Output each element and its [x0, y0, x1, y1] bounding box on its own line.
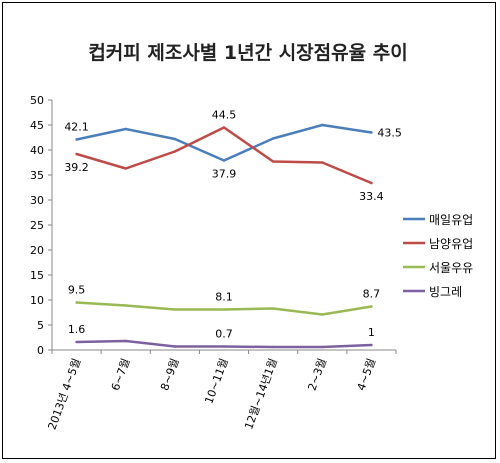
- legend-label: 남양유업: [429, 237, 473, 251]
- data-point: [370, 181, 373, 185]
- series-layer: [75, 123, 373, 349]
- data-point: [173, 150, 177, 153]
- x-tick-label: 2013년 4~5월: [46, 357, 84, 432]
- data-label: 42.1: [64, 121, 89, 134]
- data-point: [173, 137, 177, 141]
- data-label: 1: [368, 326, 375, 339]
- x-tick-label: 8~9월: [158, 357, 182, 393]
- data-point: [222, 345, 226, 348]
- data-point: [124, 304, 127, 307]
- x-tick-label: 2~3월: [305, 357, 329, 393]
- series-line-1: [75, 123, 373, 162]
- data-label: 0.7: [215, 328, 233, 341]
- data-label: 39.2: [64, 161, 89, 174]
- data-label: 43.5: [377, 127, 402, 140]
- data-point: [222, 126, 226, 129]
- data-label: 44.5: [212, 109, 237, 122]
- y-tick-label: 50: [30, 94, 44, 107]
- data-point: [271, 307, 275, 310]
- data-point: [321, 345, 324, 349]
- data-point: [124, 339, 127, 343]
- y-tick-label: 5: [37, 319, 44, 332]
- legend-label: 빙그레: [429, 285, 462, 299]
- legend-label: 매일유업: [429, 213, 473, 227]
- x-tick-label: 10~11월: [202, 357, 230, 406]
- data-label: 9.5: [68, 284, 86, 297]
- data-point: [222, 308, 226, 311]
- y-tick-label: 20: [30, 244, 44, 257]
- data-point: [321, 161, 324, 164]
- y-tick-label: 30: [30, 194, 44, 207]
- data-point: [173, 345, 177, 348]
- data-point: [321, 123, 324, 127]
- data-point: [370, 305, 373, 308]
- x-tick-label: 12월~14년1월: [242, 357, 280, 432]
- data-label: 8.7: [363, 288, 381, 301]
- data-point: [370, 343, 373, 347]
- data-point: [124, 127, 127, 131]
- y-tick-label: 45: [30, 119, 44, 132]
- chart-frame: [2, 2, 496, 459]
- data-point: [370, 131, 373, 134]
- data-point: [271, 137, 275, 140]
- data-label: 8.1: [215, 291, 233, 304]
- legend-label: 서울우유: [429, 261, 473, 275]
- data-point: [271, 345, 275, 349]
- data-point: [75, 340, 78, 344]
- y-tick-label: 15: [30, 269, 44, 282]
- data-label: 33.4: [359, 190, 384, 203]
- y-tick-label: 40: [30, 144, 44, 157]
- data-point: [124, 167, 127, 170]
- y-tick-label: 10: [30, 294, 44, 307]
- x-tick-label: 4~5월: [355, 357, 379, 393]
- data-point: [75, 152, 78, 156]
- data-point: [75, 301, 78, 304]
- chart-title: 컵커피 제조사별 1년간 시장점유율 추이: [88, 42, 407, 64]
- y-tick-label: 0: [37, 344, 44, 357]
- data-label: 37.9: [212, 168, 237, 181]
- y-tick-label: 25: [30, 219, 44, 232]
- x-tick-label: 6~7월: [109, 357, 133, 393]
- data-point: [75, 138, 78, 141]
- data-point: [271, 160, 275, 163]
- data-labels: 42.1 43.5 37.9 39.2 44.5 33.4 9.5 8.1 8.7 1.6 0.7 1: [64, 109, 402, 341]
- data-point: [321, 313, 324, 316]
- data-point: [173, 308, 177, 311]
- data-label: 1.6: [68, 323, 86, 336]
- data-point: [222, 159, 226, 162]
- y-tick-label: 35: [30, 169, 44, 182]
